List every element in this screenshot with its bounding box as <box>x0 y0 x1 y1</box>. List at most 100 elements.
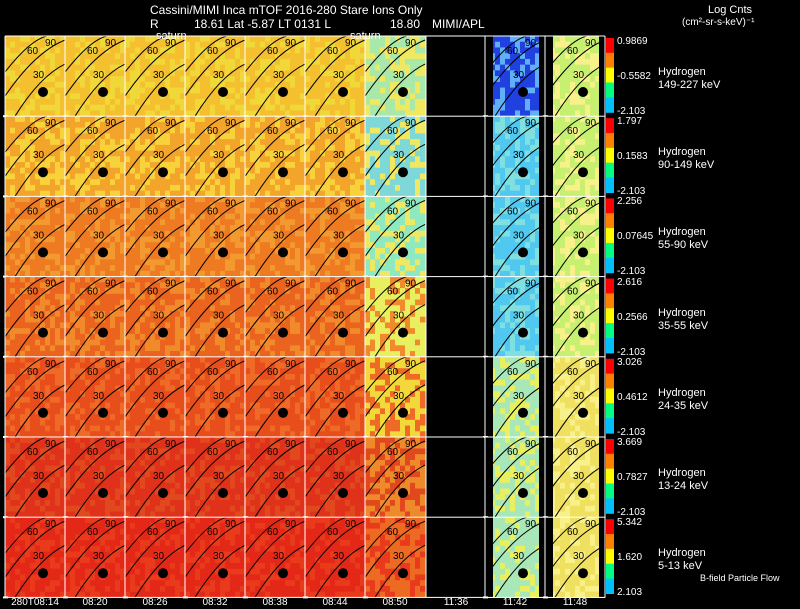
colorbar-segment <box>606 52 614 56</box>
colorbar-max: 3.026 <box>617 356 643 368</box>
contour-label: 30 <box>153 311 165 322</box>
colorbar-segment <box>606 508 614 512</box>
contour-label: 60 <box>507 367 519 378</box>
contour-label: 30 <box>33 471 45 482</box>
colorbar-segment <box>606 180 614 184</box>
contour-line <box>554 224 606 277</box>
colorbar-segment <box>606 585 614 590</box>
contour-line <box>254 224 306 277</box>
colorbar-segment <box>606 125 614 129</box>
colorbar-segment <box>606 283 614 287</box>
colorbar-segment <box>606 376 614 380</box>
contour-label: 90 <box>165 198 177 209</box>
colorbar-segment <box>606 510 614 514</box>
contour-label: 60 <box>387 367 399 378</box>
contour-line <box>194 304 246 358</box>
saturn-icon <box>278 327 288 338</box>
contour-line <box>194 224 246 277</box>
contour-line <box>304 195 348 233</box>
contour-label: 30 <box>573 391 585 402</box>
saturn-icon <box>338 87 348 97</box>
contour-label: 30 <box>273 551 285 562</box>
colorbar-segment <box>606 235 614 239</box>
saturn-icon <box>98 247 108 258</box>
contour-label: 60 <box>27 46 39 57</box>
colorbar-segment <box>606 233 614 237</box>
contour-line <box>364 520 426 578</box>
contour-label: 60 <box>27 447 39 458</box>
grid-line <box>124 36 126 598</box>
contour-label: 60 <box>27 367 39 378</box>
contour-line <box>4 280 66 338</box>
contour-label: 60 <box>267 126 279 137</box>
institution-label: MIMI/APL <box>432 17 485 31</box>
saturn-icon <box>38 327 48 338</box>
colorbar-min: -2.103 <box>617 106 646 117</box>
contour-line <box>184 280 246 338</box>
grid-line <box>544 36 546 598</box>
colorbar-segment <box>606 40 614 44</box>
saturn-icon <box>38 407 48 418</box>
colorbar-mid: -0.5582 <box>617 71 651 82</box>
contour-line <box>484 356 528 394</box>
saturn-label: saturn <box>350 30 381 42</box>
colorbar-segment <box>606 415 614 419</box>
contour-line <box>124 119 186 177</box>
colorbar-segment <box>606 524 614 528</box>
colorbar-segment <box>606 498 614 502</box>
colorbar-segment <box>606 466 614 470</box>
colorbar-segment <box>606 260 614 264</box>
contour-line <box>364 35 408 73</box>
saturn-icon <box>398 87 408 97</box>
contour-label: 90 <box>105 279 117 290</box>
colorbar-segment <box>606 189 614 193</box>
contour-label: 30 <box>213 471 225 482</box>
colorbar-segment <box>606 65 614 69</box>
species-label: Hydrogen <box>658 467 706 479</box>
contour-line <box>304 39 366 97</box>
colorbar-segment <box>606 361 614 365</box>
contour-label: 60 <box>387 126 399 137</box>
colorbar-segment <box>606 531 614 535</box>
contour-line <box>194 143 246 197</box>
colorbar-segment <box>606 478 614 482</box>
time-label: 11:42 <box>502 597 528 608</box>
colorbar-segment <box>606 82 614 86</box>
species-label: Hydrogen <box>658 306 706 319</box>
contour-line <box>244 199 306 257</box>
contour-line <box>14 143 66 197</box>
contour-label: 60 <box>567 287 579 298</box>
contour-line <box>134 224 186 277</box>
colorbar-segment <box>606 80 614 84</box>
colorbar-segment <box>606 315 614 319</box>
contour-label: 60 <box>147 46 159 57</box>
colorbar-segment <box>606 310 614 314</box>
colorbar-segment <box>606 581 614 585</box>
saturn-icon <box>158 407 168 418</box>
time-label: 08:20 <box>82 597 108 608</box>
colorbar-min: 2.103 <box>617 587 643 599</box>
contour-label: 60 <box>567 527 579 538</box>
contour-line <box>4 356 48 394</box>
colorbar-segment <box>606 443 614 448</box>
contour-line <box>314 63 366 117</box>
colorbar-segment <box>606 140 614 144</box>
saturn-icon <box>218 327 228 338</box>
contour-label: 60 <box>387 206 399 217</box>
colorbar-segment <box>606 563 614 567</box>
contour-line <box>124 195 168 233</box>
contour-line <box>14 544 66 598</box>
contour-label: 30 <box>393 471 405 482</box>
colorbar-max: 0.9869 <box>617 36 648 47</box>
contour-line <box>64 195 108 233</box>
contour-line <box>544 199 606 257</box>
colorbar-segment <box>606 553 614 557</box>
contour-line <box>4 436 48 474</box>
contour-label: 90 <box>45 359 57 370</box>
orbit-values: 18.61 Lat -5.87 LT 0131 L <box>194 17 331 31</box>
contour-line <box>74 384 126 438</box>
contour-label: 90 <box>45 118 57 129</box>
contour-label: 30 <box>93 150 105 161</box>
contour-line <box>184 199 246 257</box>
